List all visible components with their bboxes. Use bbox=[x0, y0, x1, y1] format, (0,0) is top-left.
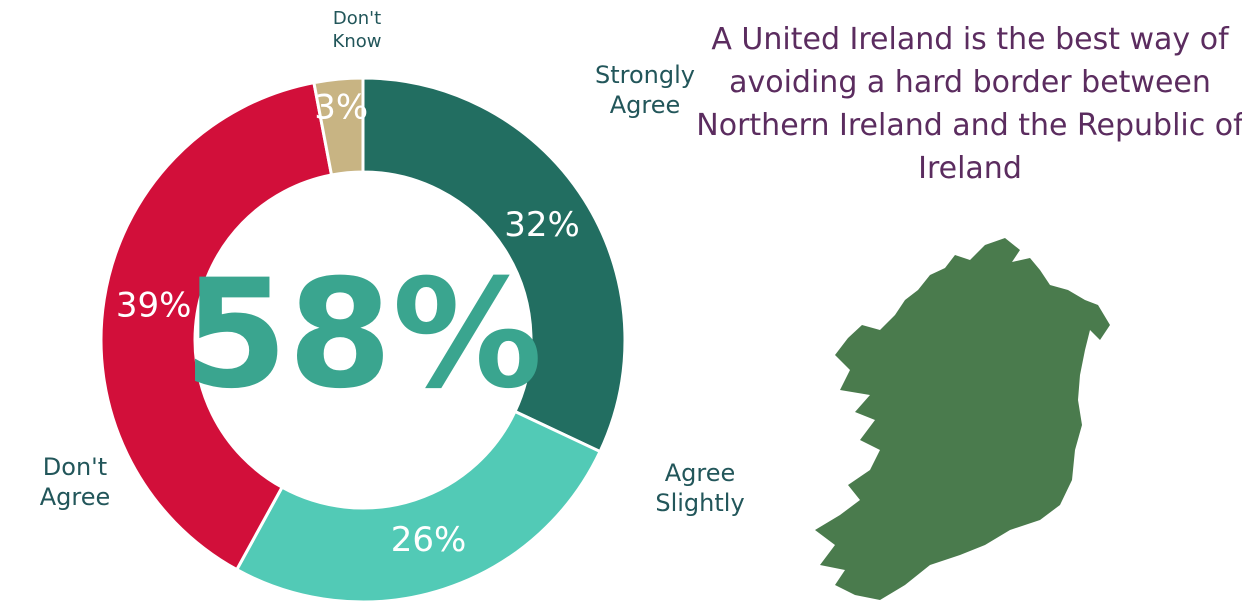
data-label: 32% bbox=[504, 205, 580, 245]
data-label: 26% bbox=[391, 520, 467, 560]
data-label: 39% bbox=[116, 285, 192, 325]
ireland-map bbox=[815, 238, 1110, 600]
donut-segment bbox=[99, 80, 334, 572]
chart-title: A United Ireland is the best way of avoi… bbox=[696, 22, 1242, 186]
category-label: Strongly Agree bbox=[595, 61, 695, 119]
category-label: Don't Know bbox=[332, 8, 382, 52]
donut-segment bbox=[234, 409, 603, 601]
category-label: Don't Agree bbox=[39, 453, 111, 511]
data-label: 3% bbox=[314, 88, 368, 128]
donut-segment bbox=[361, 76, 627, 454]
center-label: 58% bbox=[183, 248, 542, 422]
donut-segment bbox=[312, 76, 365, 177]
category-label: Agree Slightly bbox=[655, 459, 745, 517]
